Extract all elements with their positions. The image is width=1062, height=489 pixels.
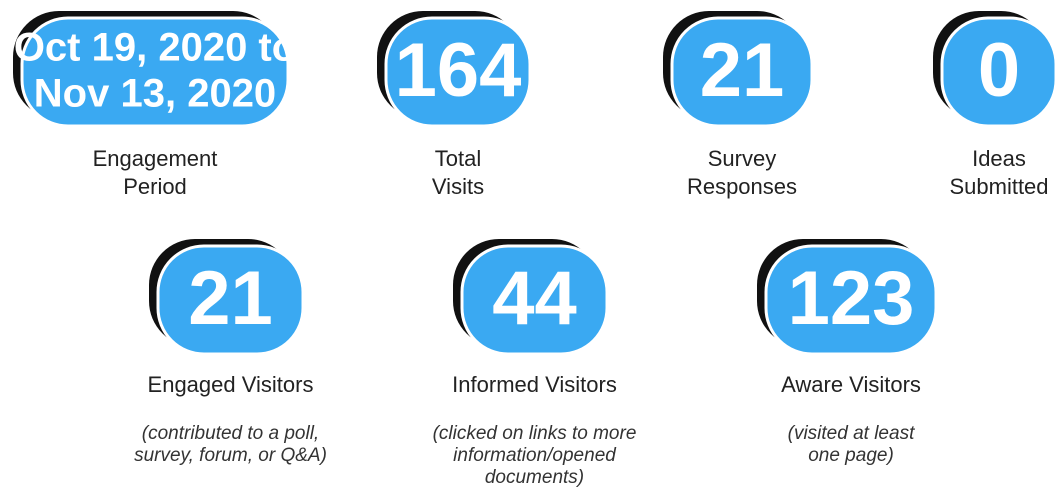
badge [670,16,814,128]
stat-note: documents) [485,467,584,488]
badge-value: Oct 19, 2020 to [14,26,296,70]
stat-note: information/opened [453,445,617,466]
badge [460,244,609,356]
stat-label: Engagement [93,146,218,171]
stat-label: Informed Visitors [452,372,617,397]
stat-note: (contributed to a poll, [142,423,319,444]
stat-card: 0 Ideas Submitted [933,11,1058,199]
badge [940,16,1058,128]
stat-label: Period [123,174,187,199]
stat-card: 44 Informed Visitors (clicked on links to … [433,239,637,488]
badge-value: 164 [395,28,522,113]
stat-label: Aware Visitors [781,372,921,397]
stat-note: one page) [808,445,894,466]
stat-label: Engaged Visitors [148,372,314,397]
badge-value: Nov 13, 2020 [34,72,276,116]
stat-card: 21 Engaged Visitors (contributed to a poll… [134,239,327,466]
stat-note: survey, forum, or Q&A) [134,445,327,466]
badge-value: 44 [492,256,577,341]
stat-note: (visited at least [788,423,915,444]
badge-value: 21 [700,28,785,113]
stat-card: 21 Survey Responses [663,11,814,199]
badge-value: 0 [978,28,1020,113]
stat-label: Visits [432,174,484,199]
badge [20,16,290,128]
badge-value: 123 [788,256,915,341]
badge-value: 21 [188,256,273,341]
stat-label: Total [435,146,481,171]
stat-label: Ideas [972,146,1026,171]
stat-label: Survey [708,146,776,171]
badge [764,244,938,356]
badge [384,16,532,128]
stat-note: (clicked on links to more [433,423,637,444]
badge [156,244,305,356]
stat-label: Responses [687,174,797,199]
stat-card: 164 Total Visits [377,11,532,199]
stat-label: Submitted [949,174,1048,199]
